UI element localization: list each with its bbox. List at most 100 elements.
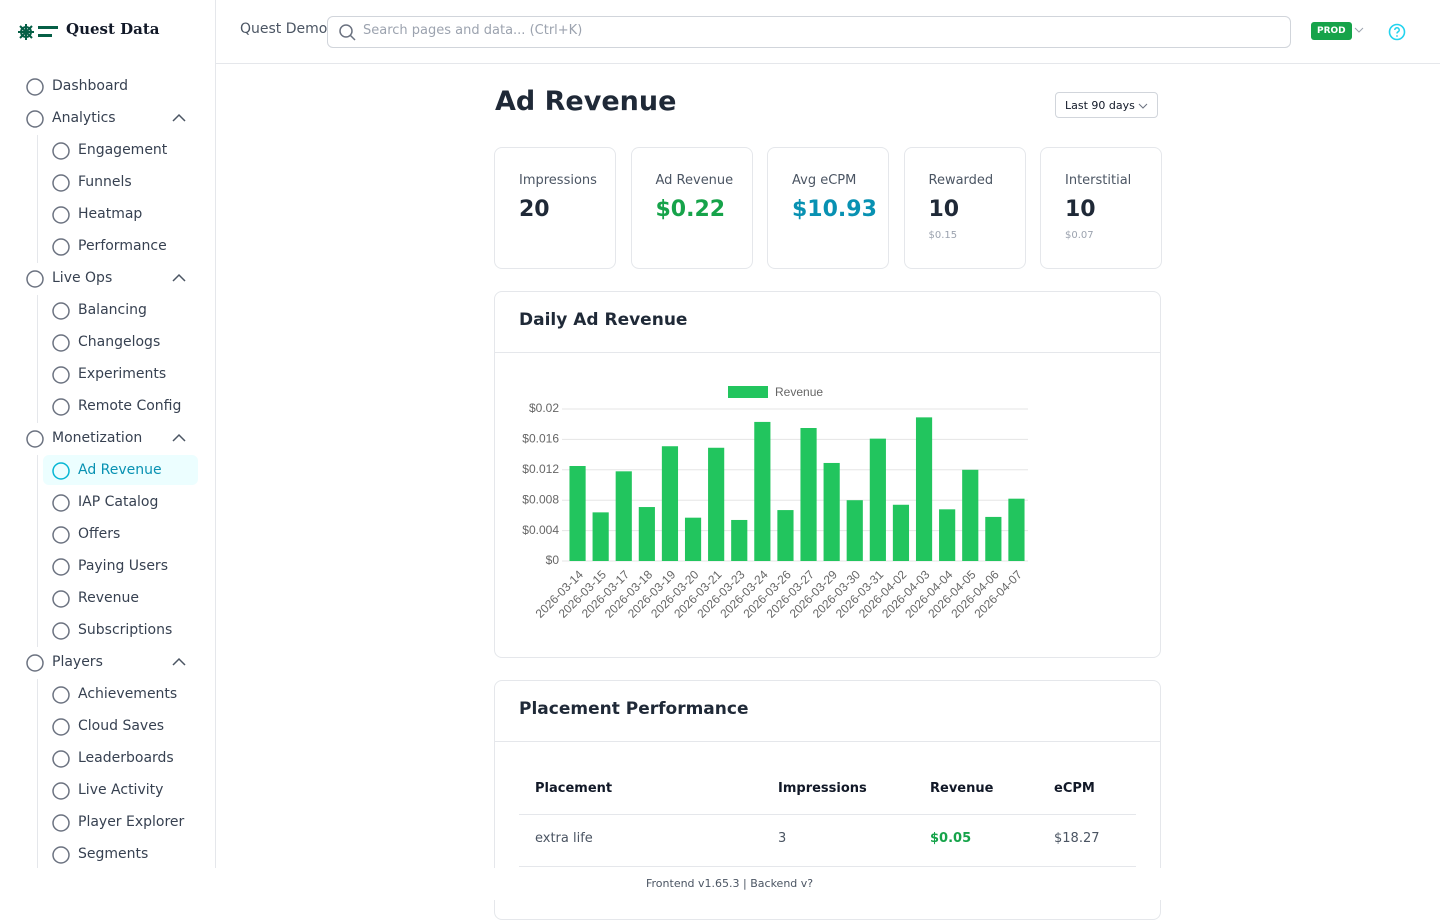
- nav-label: Experiments: [78, 366, 167, 382]
- nav-label: Live Activity: [78, 782, 164, 798]
- help-icon[interactable]: [1388, 23, 1406, 41]
- y-tick-label: $0.02: [529, 401, 559, 415]
- nav-item[interactable]: IAP Catalog: [43, 487, 198, 517]
- range-chevron: [1138, 103, 1148, 109]
- nav-label: Ad Revenue: [78, 462, 162, 478]
- kpi-value: 10: [928, 197, 960, 222]
- nav-item[interactable]: Offers: [43, 519, 198, 549]
- legend-label: Revenue: [775, 385, 823, 399]
- nav-item[interactable]: Remote Config: [43, 391, 198, 421]
- nav-item[interactable]: Experiments: [43, 359, 198, 389]
- kpi-value: $0.22: [655, 197, 726, 222]
- nav-item[interactable]: Players: [18, 647, 198, 677]
- icon-shape: [52, 366, 70, 384]
- kpi-card: Impressions 20: [494, 147, 616, 269]
- nav-tree-line: [37, 295, 38, 327]
- legend-swatch: [728, 386, 768, 398]
- nav-label: Paying Users: [78, 558, 168, 574]
- kpi-card: Rewarded 10 $0.15: [903, 147, 1026, 269]
- nav-label: Segments: [78, 846, 149, 862]
- icon-shape: [26, 270, 44, 288]
- collapse-chevron[interactable]: [172, 113, 186, 123]
- table-header: Revenue: [930, 781, 994, 796]
- nav-tree-line: [37, 551, 38, 583]
- nav-label: Funnels: [78, 174, 132, 190]
- nav-item[interactable]: Live Ops: [18, 263, 198, 293]
- nav-item[interactable]: Ad Revenue: [43, 455, 198, 485]
- icon-shape: [52, 846, 70, 864]
- date-range-select[interactable]: Last 90 days: [1055, 92, 1158, 118]
- bar: [823, 462, 840, 561]
- bar: [661, 446, 679, 561]
- icon-shape: [52, 334, 70, 352]
- icon-shape: [52, 494, 70, 512]
- icon-shape: [52, 174, 70, 192]
- collapse-chevron[interactable]: [172, 657, 186, 667]
- nav-item[interactable]: Engagement: [43, 135, 198, 165]
- nav-tree-line: [37, 135, 38, 167]
- icon-shape: [26, 430, 44, 448]
- bar: [1008, 498, 1025, 561]
- collapse-chevron[interactable]: [172, 273, 186, 283]
- nav-tree-line: [37, 679, 38, 711]
- footer: Frontend v1.65.3 | Backend v?: [646, 877, 814, 890]
- search-box[interactable]: Search pages and data... (Ctrl+K): [327, 16, 1291, 48]
- bar: [569, 466, 586, 561]
- divider: [495, 741, 1160, 742]
- nav-item[interactable]: Leaderboards: [43, 743, 198, 773]
- icon-shape: [52, 558, 70, 576]
- bar: [915, 417, 933, 561]
- nav-icon: [52, 782, 70, 800]
- nav-icon: [52, 750, 70, 768]
- table-rule: [519, 814, 1136, 815]
- nav-item[interactable]: Balancing: [43, 295, 198, 325]
- chevron-shape: [172, 273, 186, 282]
- icon-shape: [26, 78, 44, 96]
- nav-item[interactable]: Live Activity: [43, 775, 198, 805]
- nav-item[interactable]: Dashboard: [18, 71, 198, 101]
- nav-item[interactable]: Cloud Saves: [43, 711, 198, 741]
- kpi-label: Impressions: [519, 173, 597, 188]
- table-cell: $0.05: [930, 831, 972, 846]
- kpi-label: Rewarded: [928, 173, 994, 188]
- kpi-label: Avg eCPM: [792, 173, 857, 188]
- nav-tree-line: [37, 807, 38, 839]
- nav-item[interactable]: Player Explorer: [43, 807, 198, 837]
- nav-item[interactable]: Analytics: [18, 103, 198, 133]
- nav-item[interactable]: Monetization: [18, 423, 198, 453]
- nav-label: Remote Config: [78, 398, 182, 414]
- bar: [869, 438, 886, 561]
- icon-shape: [52, 142, 70, 160]
- nav-label: Cloud Saves: [78, 718, 165, 734]
- search-icon: [339, 24, 356, 41]
- nav-item[interactable]: Revenue: [43, 583, 198, 613]
- kpi-value: 10: [1065, 197, 1096, 222]
- nav-item[interactable]: Funnels: [43, 167, 198, 197]
- kpi-label: Interstitial: [1065, 173, 1132, 188]
- nav-icon: [52, 494, 70, 512]
- nav-item[interactable]: Heatmap: [43, 199, 198, 229]
- table-cell: 3: [778, 831, 787, 846]
- environment-badge[interactable]: PROD: [1311, 22, 1352, 40]
- nav-item[interactable]: Changelogs: [43, 327, 198, 357]
- project-name[interactable]: Quest Demo: [240, 21, 328, 37]
- nav-icon: [52, 334, 70, 352]
- nav-icon: [52, 142, 70, 160]
- nav-icon: [52, 590, 70, 608]
- nav-item[interactable]: Segments: [43, 839, 198, 868]
- nav-icon: [52, 526, 70, 544]
- nav-icon: [26, 78, 44, 96]
- y-tick-label: $0.004: [522, 523, 559, 537]
- icon-shape: [26, 654, 44, 672]
- nav-item[interactable]: Subscriptions: [43, 615, 198, 645]
- nav-item[interactable]: Performance: [43, 231, 198, 261]
- kpi-sub: $0.15: [928, 230, 958, 241]
- kpi-label: Ad Revenue: [655, 173, 734, 188]
- nav-item[interactable]: Paying Users: [43, 551, 198, 581]
- nav-item[interactable]: Achievements: [43, 679, 198, 709]
- collapse-chevron[interactable]: [172, 433, 186, 443]
- nav-label: Players: [52, 654, 103, 670]
- nav-icon: [26, 654, 44, 672]
- nav-label: Dashboard: [52, 78, 128, 94]
- nav-label: Monetization: [52, 430, 143, 446]
